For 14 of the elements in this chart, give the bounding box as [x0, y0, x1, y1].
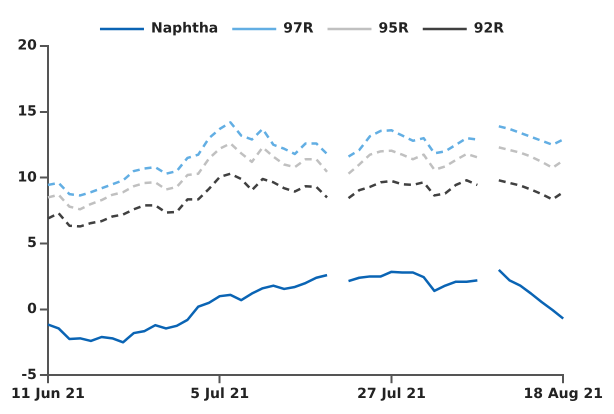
legend-label: 92R: [474, 20, 504, 37]
y-tick-label: 5: [27, 235, 37, 252]
y-tick-label: 10: [17, 169, 38, 186]
legend-label: 97R: [283, 20, 314, 37]
y-tick-label: -5: [21, 366, 37, 383]
x-tick-label: 11 Jun 21: [11, 386, 85, 402]
y-tick-label: 0: [27, 301, 38, 317]
legend-label: Naphtha: [150, 20, 218, 37]
x-tick-label: 18 Aug 21: [523, 386, 604, 402]
y-tick-label: 15: [17, 103, 37, 120]
y-tick-label: 20: [17, 38, 38, 54]
legend-label: 95R: [378, 20, 409, 37]
x-tick-label: 27 Jul 21: [357, 386, 426, 402]
x-tick-label: 5 Jul 21: [190, 386, 250, 402]
